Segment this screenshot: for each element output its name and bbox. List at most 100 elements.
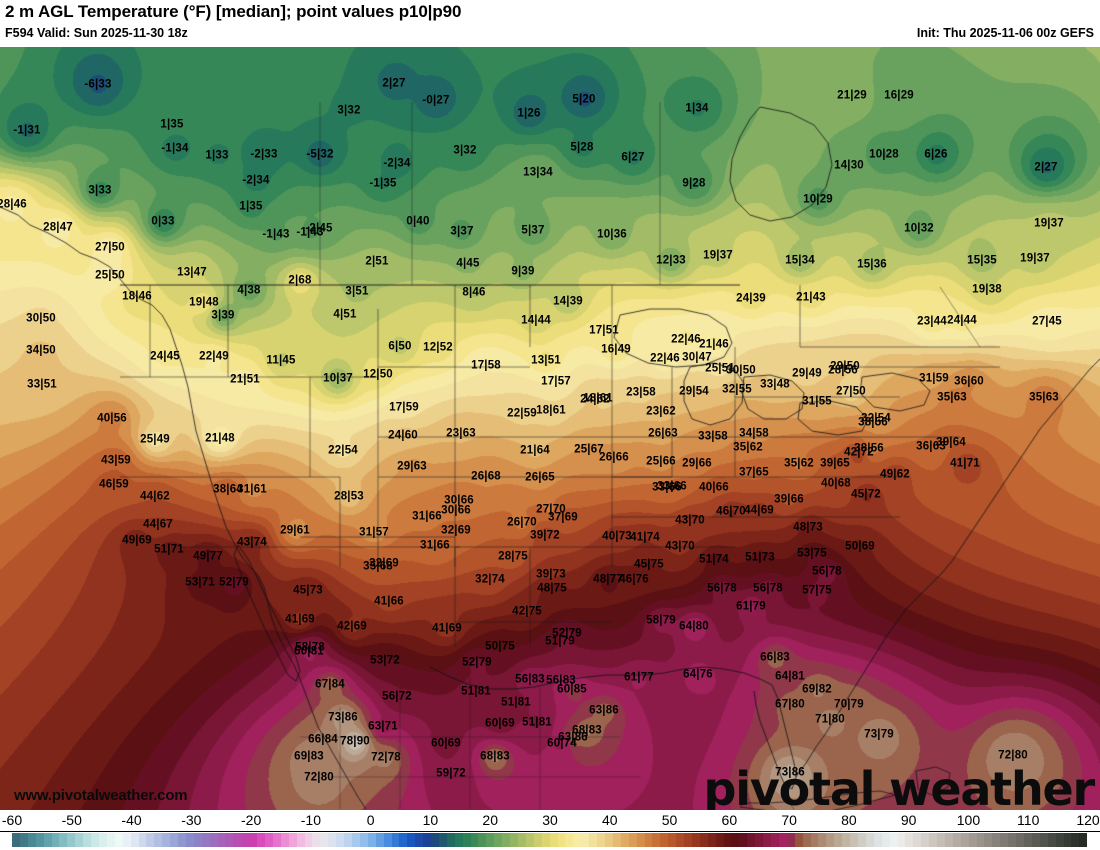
point-value-label: 38|64 <box>213 483 243 496</box>
point-value-label: 78|90 <box>340 735 370 748</box>
point-value-label: 56|78 <box>753 582 783 595</box>
point-value-label: 34|50 <box>26 344 56 357</box>
colorbar-cell <box>510 833 518 847</box>
point-value-label: 3|32 <box>453 144 477 157</box>
colorbar-cell <box>454 833 463 847</box>
colorbar-cell <box>573 833 582 847</box>
point-value-label: 29|50 <box>830 360 860 373</box>
point-value-label: 1|26 <box>517 107 541 120</box>
colorbar-cell <box>1063 833 1072 847</box>
point-value-label: 26|63 <box>648 427 678 440</box>
site-url-watermark: www.pivotalweather.com <box>14 787 188 804</box>
colorbar-cell <box>407 833 416 847</box>
point-value-label: 0|40 <box>406 215 430 228</box>
point-value-label: 2|27 <box>1034 161 1058 174</box>
point-value-label: 2|27 <box>382 77 406 90</box>
colorbar-tick: 40 <box>601 812 618 828</box>
point-value-label: 45|72 <box>851 488 881 501</box>
colorbar-cell <box>98 833 107 847</box>
colorbar-cell <box>589 833 598 847</box>
point-value-label: 21|64 <box>520 444 550 457</box>
point-value-label: 52|79 <box>552 627 582 640</box>
point-value-label: 48|73 <box>793 521 823 534</box>
point-value-label: 35|63 <box>1029 391 1059 404</box>
map-header: 2 m AGL Temperature (°F) [median]; point… <box>0 0 1100 47</box>
colorbar-tick-labels: -60 -50 -40 -30 -20 -10 0 10 20 30 40 50 60 70 80 90 100… <box>0 810 1100 831</box>
point-value-label: 5|20 <box>572 93 596 106</box>
colorbar-cell <box>684 833 692 847</box>
point-value-label: 18|61 <box>536 404 566 417</box>
point-value-label: 26|66 <box>599 451 629 464</box>
colorbar-cell <box>636 833 645 847</box>
point-value-label: -1|35 <box>369 177 397 190</box>
point-value-label: 51|79 <box>545 635 575 648</box>
point-value-label: 35|63 <box>937 391 967 404</box>
point-value-label: 39|73 <box>536 568 566 581</box>
point-value-label: 1|35 <box>160 118 184 131</box>
point-value-label: 27|50 <box>95 241 125 254</box>
colorbar-cell <box>810 833 819 847</box>
point-value-label: -1|31 <box>13 124 41 137</box>
point-value-label: 27|50 <box>836 385 866 398</box>
point-value-label: 49|69 <box>122 534 152 547</box>
point-value-label: 72|80 <box>998 749 1028 762</box>
colorbar-cell <box>771 833 779 847</box>
brand-watermark: pivotal weather <box>703 762 1096 810</box>
point-value-label: 24|62 <box>580 393 610 406</box>
point-value-label: 25|67 <box>574 443 604 456</box>
colorbar-cell <box>905 833 914 847</box>
colorbar-cell <box>296 833 305 847</box>
point-value-label: 43|70 <box>675 514 705 527</box>
temperature-map[interactable]: -6|33 -1|31 1|35 -1|34 1|33 -2|33 3|33 -2|34 1|3… <box>0 47 1100 810</box>
colorbar-cell <box>375 833 384 847</box>
colorbar-tick: 0 <box>366 812 375 828</box>
point-value-label: 41|66 <box>374 595 404 608</box>
point-value-label: 5|37 <box>521 224 545 237</box>
point-value-label: 22|54 <box>328 444 358 457</box>
point-value-label: 6|26 <box>924 148 948 161</box>
point-value-label: 30|50 <box>726 364 756 377</box>
colorbar-cell <box>257 833 265 847</box>
point-value-label: 37|65 <box>739 466 769 479</box>
point-value-label: 64|76 <box>683 668 713 681</box>
colorbar-tick: 100 <box>956 812 981 828</box>
point-value-label: -1|43 <box>296 226 324 239</box>
point-value-label: 13|47 <box>177 266 207 279</box>
point-value-label: 25|50 <box>95 269 125 282</box>
colorbar-cell <box>612 833 621 847</box>
point-value-label: 19|37 <box>1020 252 1050 265</box>
point-value-label: 60|85 <box>557 683 587 696</box>
colorbar-cell <box>644 833 653 847</box>
point-value-label: 3|51 <box>345 285 369 298</box>
point-value-label: 44|69 <box>744 504 774 517</box>
point-value-label: 39|66 <box>774 493 804 506</box>
colorbar-cell <box>1055 833 1064 847</box>
colorbar-tick: 10 <box>422 812 439 828</box>
colorbar-cell <box>272 833 281 847</box>
colorbar-cell <box>873 833 882 847</box>
colorbar-cell <box>367 833 376 847</box>
point-value-label: 45|75 <box>634 558 664 571</box>
colorbar-cell <box>185 833 194 847</box>
point-value-label: -1|34 <box>161 142 189 155</box>
point-value-label: 2|51 <box>365 255 389 268</box>
point-value-label: 13|34 <box>523 166 553 179</box>
point-value-label: 52|79 <box>462 656 492 669</box>
point-value-label: 69|83 <box>294 750 324 763</box>
colorbar-cell <box>1039 833 1048 847</box>
colorbar-cell <box>778 833 787 847</box>
colorbar-cell <box>328 833 337 847</box>
colorbar-cell <box>937 833 945 847</box>
point-value-label: 42|72 <box>844 446 874 459</box>
point-value-label: 71|80 <box>815 713 845 726</box>
point-value-label: 51|73 <box>745 551 775 564</box>
colorbar-cell <box>462 833 471 847</box>
colorbar-cell <box>620 833 629 847</box>
point-value-label: 23|58 <box>626 386 656 399</box>
point-value-label: 61|79 <box>736 600 766 613</box>
colorbar-cell <box>857 833 866 847</box>
point-value-label: 11|45 <box>266 354 296 367</box>
point-value-label: 32|74 <box>475 573 505 586</box>
colorbar-cell <box>209 833 218 847</box>
colorbar-cell <box>27 833 36 847</box>
